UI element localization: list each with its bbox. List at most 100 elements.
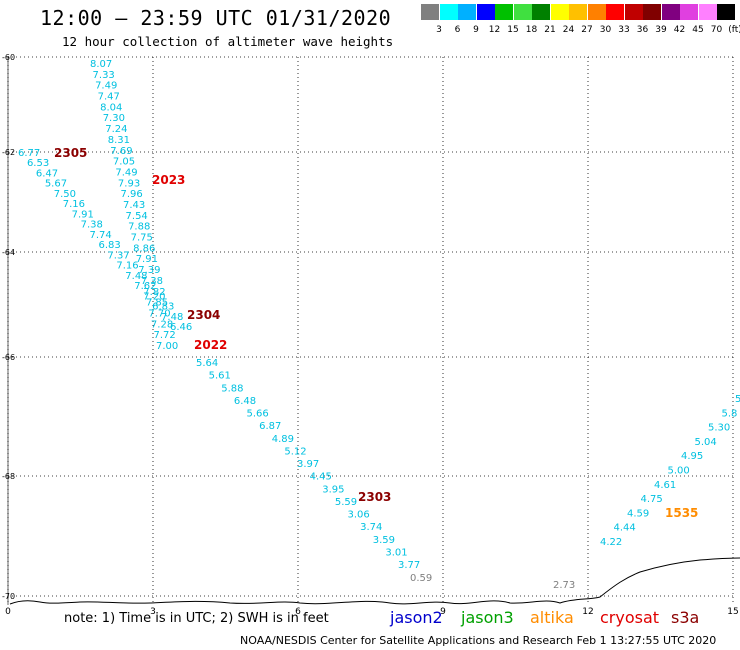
scale-swatch <box>606 4 624 20</box>
wave-height-label: 7.49 <box>95 81 117 92</box>
wave-height-label: 7.96 <box>120 189 142 200</box>
scale-label: (ft) <box>728 25 740 35</box>
satellite-jason2: jason2 <box>390 608 443 627</box>
satellite-cryosat: cryosat <box>600 608 660 627</box>
scale-label: 9 <box>473 25 479 35</box>
satellite-jason3: jason3 <box>461 608 514 627</box>
lon-label: 15 <box>727 607 738 617</box>
track-id-label: 2023 <box>152 173 185 187</box>
scale-label: 18 <box>525 25 538 35</box>
scale-label: 24 <box>562 25 575 35</box>
wave-height-label: 7.16 <box>116 261 138 272</box>
wave-height-label: 3.01 <box>385 547 407 558</box>
wave-height-label: 7.74 <box>90 230 112 241</box>
wave-height-label: 4.45 <box>310 472 332 483</box>
wave-height-label: 6.46 <box>170 322 192 333</box>
scale-label: 6 <box>454 25 461 35</box>
scale-swatch <box>569 4 587 20</box>
wave-height-label: 3.95 <box>322 484 344 495</box>
scale-label: 30 <box>599 25 612 35</box>
wave-height-label: 7.48 <box>125 271 147 282</box>
scale-swatch <box>532 4 550 20</box>
scale-swatch <box>624 4 643 20</box>
wave-height-label: 7.85 <box>146 298 168 309</box>
map-subtitle: 12 hour collection of altimeter wave hei… <box>62 34 394 49</box>
wave-height-label: 7.91 <box>136 254 158 265</box>
wave-height-label: 3.77 <box>398 560 420 571</box>
wave-height-label: 7.30 <box>103 113 125 124</box>
lat-label: -68 <box>2 472 15 481</box>
scale-swatch <box>476 4 495 20</box>
scale-swatch <box>458 4 476 20</box>
lat-label: -66 <box>2 353 15 362</box>
wave-height-label: 5.30 <box>708 423 730 434</box>
wave-height-label: 6.83 <box>98 240 120 251</box>
wave-height-label: 7.82 <box>143 287 165 298</box>
wave-height-label: 5.67 <box>45 179 67 190</box>
wave-height-label: 7.72 <box>153 330 175 341</box>
wave-height-label: 7.47 <box>98 92 120 103</box>
wave-height-label: 7.37 <box>107 250 129 261</box>
wave-height-label: 7.38 <box>141 276 163 287</box>
scale-label: 42 <box>673 25 686 35</box>
wave-height-label: 7.39 <box>138 265 160 276</box>
lon-label: 3 <box>150 607 156 617</box>
wave-height-label: 7.70 <box>148 308 170 319</box>
scale-swatch <box>439 4 458 20</box>
wave-height-label: 7.33 <box>93 70 115 81</box>
wave-height-label: 7.93 <box>118 178 140 189</box>
wave-height-label: 3.97 <box>297 459 319 470</box>
wave-height-label: 6.53 <box>27 158 49 169</box>
wave-height-label: 7.48 <box>161 312 183 323</box>
wave-height-label: 4.95 <box>681 451 703 462</box>
map-grid: -60 -62 -64 -66 -68 -70 0 3 6 9 12 15 <box>2 53 739 617</box>
scale-swatch <box>661 4 680 20</box>
wave-height-label: 7.16 <box>63 199 85 210</box>
lat-label: -62 <box>2 148 15 157</box>
wave-height-label: 4.89 <box>272 434 294 445</box>
wave-height-label: 7.20 <box>143 291 165 302</box>
wave-height-label: 5.12 <box>284 446 306 457</box>
track-id-label: 1535 <box>665 506 698 520</box>
wave-height-label: 3.06 <box>348 510 370 521</box>
wave-height-label: 5.8 <box>722 408 738 419</box>
wave-height-label: 5.66 <box>247 409 269 420</box>
wave-height-label: 5.00 <box>668 466 690 477</box>
wave-height-label: 4.22 <box>600 537 622 548</box>
lon-label: 0 <box>5 607 11 617</box>
wave-height-label: 5.59 <box>335 497 357 508</box>
track-labels: 2305 2023 2304 2022 2303 1535 <box>54 146 698 520</box>
scale-label: 27 <box>581 25 593 35</box>
lon-label: 9 <box>440 607 446 617</box>
wave-height-label: 7.91 <box>72 209 94 220</box>
wave-height-label: 7.69 <box>110 146 132 157</box>
scale-swatch <box>495 4 513 20</box>
track-id-label: 2305 <box>54 146 87 160</box>
scale-label: 70 <box>710 25 723 35</box>
wave-height-label: 2.73 <box>553 580 575 591</box>
lat-label: -64 <box>2 248 15 257</box>
satellite-altika: altika <box>530 608 574 627</box>
track-id-label: 2304 <box>187 308 220 322</box>
scale-swatch <box>698 4 717 20</box>
footer-note: note: 1) Time is in UTC; 2) SWH is in fe… <box>64 611 329 626</box>
satellite-s3a: s3a <box>671 608 700 627</box>
wave-height-label: 5.88 <box>221 383 243 394</box>
wave-height-label: 5.64 <box>196 358 218 369</box>
scale-label: 12 <box>488 25 501 35</box>
wave-height-label: 8.04 <box>100 102 122 113</box>
wave-height-label: 7.38 <box>81 220 103 231</box>
lat-label: -60 <box>2 53 15 62</box>
wave-height-label: 6.87 <box>259 421 281 432</box>
wave-height-label: 8.07 <box>90 59 112 70</box>
track-id-label: 2022 <box>194 338 227 352</box>
lon-label: 6 <box>295 607 301 617</box>
wave-height-label: 7.62 <box>134 281 156 292</box>
scale-label: 3 <box>436 25 442 35</box>
wave-height-label: 5.61 <box>209 371 231 382</box>
scale-label: 36 <box>636 25 649 35</box>
lat-label: -70 <box>2 592 15 601</box>
wave-height-label: 8.31 <box>108 135 130 146</box>
scale-label: 45 <box>692 25 704 35</box>
wave-height-label: 7.28 <box>151 319 173 330</box>
